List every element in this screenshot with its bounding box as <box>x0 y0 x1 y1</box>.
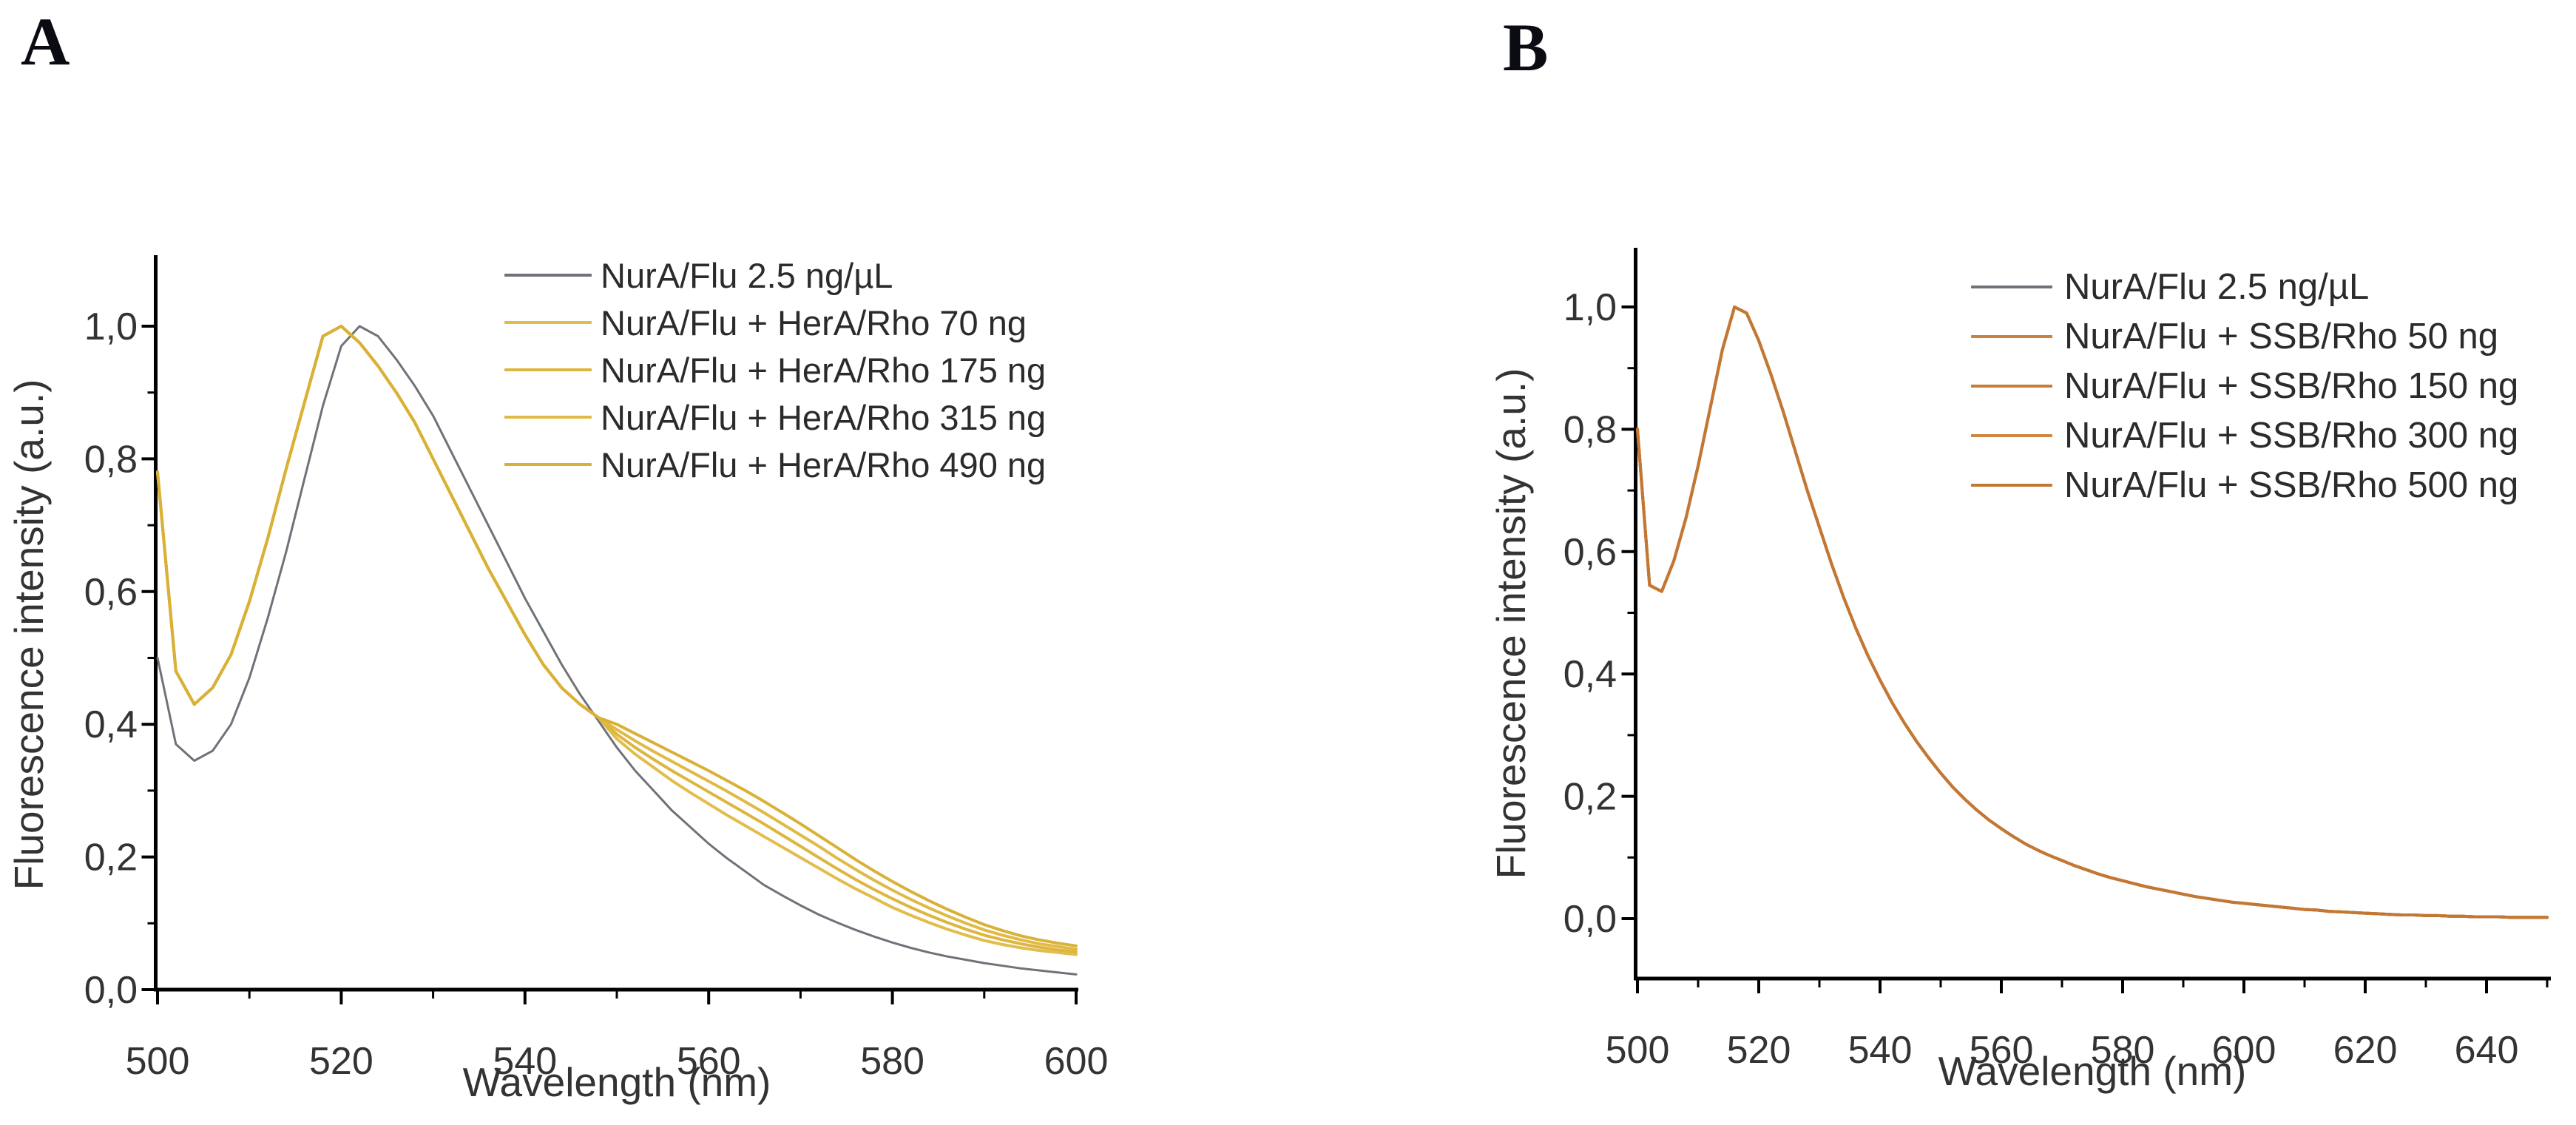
legend-item: NurA/Flu + SSB/Rho 150 ng <box>1971 361 2518 411</box>
x-tick-label: 620 <box>2333 1029 2398 1072</box>
x-tick-label: 600 <box>2212 1029 2276 1072</box>
y-tick-label: 0,6 <box>1563 531 1617 574</box>
legend-label: NurA/Flu + SSB/Rho 300 ng <box>2064 415 2519 456</box>
legend-line-swatch <box>1971 285 2052 288</box>
y-tick-label: 0,8 <box>84 438 138 481</box>
y-tick-label: 0,0 <box>84 969 138 1012</box>
legend-panel-b: NurA/Flu 2.5 ng/µL NurA/Flu + SSB/Rho 50… <box>1971 262 2518 510</box>
panel-b-label: B <box>1503 10 1549 85</box>
legend-line-swatch <box>1971 483 2052 487</box>
legend-item: NurA/Flu 2.5 ng/µL <box>504 251 1046 299</box>
y-tick-label: 0,8 <box>1563 408 1617 451</box>
legend-line-swatch <box>504 416 592 419</box>
x-tick-label: 580 <box>860 1040 924 1083</box>
x-axis-title: Wavelength (nm) <box>463 1059 771 1105</box>
legend-item: NurA/Flu + HerA/Rho 490 ng <box>504 441 1046 488</box>
legend-label: NurA/Flu + SSB/Rho 150 ng <box>2064 365 2519 406</box>
y-tick-label: 0,2 <box>84 837 138 879</box>
legend-label: NurA/Flu + HerA/Rho 490 ng <box>601 445 1047 484</box>
legend-line-swatch <box>504 274 592 277</box>
legend-label: NurA/Flu + HerA/Rho 175 ng <box>601 350 1047 390</box>
legend-label: NurA/Flu 2.5 ng/µL <box>2064 266 2370 307</box>
y-tick-label: 1,0 <box>84 305 138 348</box>
legend-item: NurA/Flu 2.5 ng/µL <box>1971 262 2518 311</box>
spectrum-line <box>156 325 1078 976</box>
x-tick-label: 520 <box>1727 1029 1791 1072</box>
legend-line-swatch <box>504 463 592 466</box>
y-tick-label: 0,4 <box>84 703 138 746</box>
legend-label: NurA/Flu + HerA/Rho 70 ng <box>601 303 1027 342</box>
legend-item: NurA/Flu + HerA/Rho 175 ng <box>504 346 1046 393</box>
x-tick-label: 500 <box>126 1040 190 1083</box>
x-tick-label: 600 <box>1044 1040 1109 1083</box>
x-tick-label: 580 <box>2091 1029 2155 1072</box>
legend-label: NurA/Flu + SSB/Rho 500 ng <box>2064 464 2519 505</box>
legend-item: NurA/Flu + SSB/Rho 300 ng <box>1971 411 2518 460</box>
legend-line-swatch <box>1971 334 2052 338</box>
x-tick-label: 560 <box>677 1040 741 1083</box>
y-tick-label: 1,0 <box>1563 286 1617 329</box>
y-tick-label: 0,0 <box>1563 898 1617 941</box>
legend-label: NurA/Flu + HerA/Rho 315 ng <box>601 397 1047 437</box>
x-tick-label: 500 <box>1606 1029 1670 1072</box>
x-tick-label: 540 <box>1848 1029 1913 1072</box>
x-tick-label: 640 <box>2455 1029 2519 1072</box>
x-tick-label: 520 <box>309 1040 373 1083</box>
x-axis-title: Wavelength (nm) <box>1938 1048 2247 1094</box>
legend-line-swatch <box>1971 384 2052 388</box>
legend-line-swatch <box>504 321 592 324</box>
y-axis-title: Fluorescence intensity (a.u.) <box>6 379 52 891</box>
legend-panel-a: NurA/Flu 2.5 ng/µL NurA/Flu + HerA/Rho 7… <box>504 251 1046 488</box>
y-tick-label: 0,6 <box>84 571 138 614</box>
y-axis-title: Fluorescence intensity (a.u.) <box>1488 368 1534 879</box>
spectrum-line <box>1636 305 2549 919</box>
legend-item: NurA/Flu + SSB/Rho 50 ng <box>1971 311 2518 361</box>
legend-item: NurA/Flu + SSB/Rho 500 ng <box>1971 460 2518 510</box>
legend-line-swatch <box>504 368 592 371</box>
x-tick-label: 560 <box>1970 1029 2034 1072</box>
y-tick-label: 0,2 <box>1563 776 1617 819</box>
legend-label: NurA/Flu + SSB/Rho 50 ng <box>2064 316 2498 357</box>
panel-a-label: A <box>21 4 70 79</box>
legend-label: NurA/Flu 2.5 ng/µL <box>601 255 893 295</box>
spectrum-line <box>156 325 1078 947</box>
legend-line-swatch <box>1971 433 2052 437</box>
x-tick-label: 540 <box>493 1040 557 1083</box>
legend-item: NurA/Flu + HerA/Rho 70 ng <box>504 299 1046 346</box>
legend-item: NurA/Flu + HerA/Rho 315 ng <box>504 393 1046 441</box>
y-tick-label: 0,4 <box>1563 653 1617 696</box>
